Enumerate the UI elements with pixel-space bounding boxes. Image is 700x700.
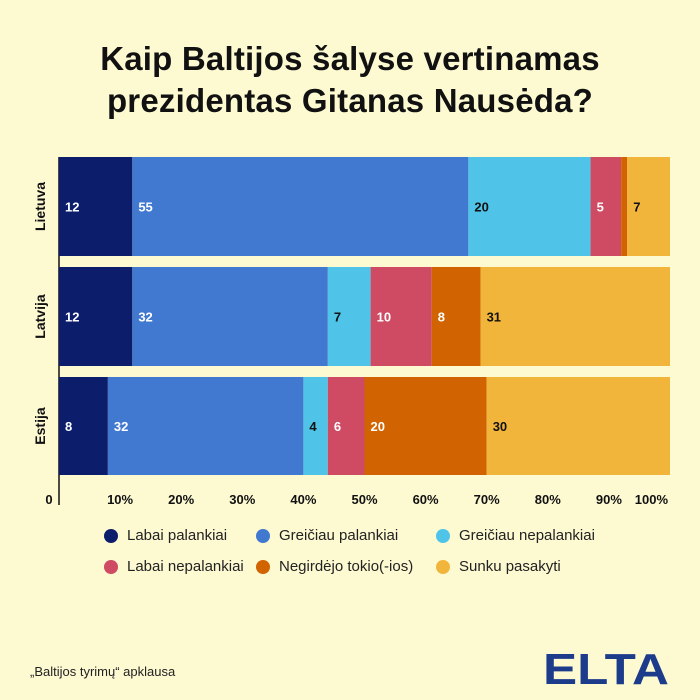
legend-item: Labai nepalankiai (104, 558, 256, 575)
chart-title-line-2: prezidentas Gitanas Nausėda? (106, 82, 594, 119)
bar-segment (303, 377, 328, 475)
bar-segment (59, 377, 108, 475)
legend-swatch (104, 559, 118, 574)
source-note: „Baltijos tyrimų“ apklausa (30, 664, 176, 679)
data-label: 55 (138, 200, 152, 215)
x-tick-label: 30% (229, 492, 255, 507)
x-tick-label: 90% (596, 492, 622, 507)
legend-item: Greičiau nepalankiai (436, 527, 624, 544)
legend-swatch (436, 528, 450, 543)
data-label: 4 (309, 419, 317, 434)
bar-segment (590, 157, 622, 256)
legend-swatch (436, 559, 450, 574)
data-label: 7 (334, 310, 341, 325)
category-label: Lietuva (32, 182, 48, 231)
x-tick-label: 100% (635, 492, 669, 507)
x-tick-label: 50% (351, 492, 377, 507)
data-label: 10 (377, 310, 391, 325)
category-label: Latvija (32, 294, 48, 339)
legend-item: Greičiau palankiai (256, 527, 436, 544)
bar-segment (327, 267, 371, 366)
bar-segment (132, 157, 469, 256)
bar-segment (132, 267, 328, 366)
elta-logo-text: ELTA (543, 648, 669, 688)
bar-segment (486, 377, 670, 475)
x-tick-label: 80% (535, 492, 561, 507)
legend-swatch (256, 528, 270, 543)
chart-title-line-1: Kaip Baltijos šalyse vertinamas (100, 40, 600, 77)
chart-title: Kaip Baltijos šalyse vertinamas preziden… (0, 38, 700, 122)
bar-segment (59, 267, 133, 366)
legend-swatch (104, 528, 118, 543)
stacked-bar-chart: 125520517Lietuva1232710831Latvija8324620… (32, 157, 670, 507)
elta-logo: ELTA (543, 648, 669, 688)
bar-segment (468, 157, 591, 256)
bar-segment (59, 157, 133, 256)
data-label: 32 (114, 419, 128, 434)
legend-label: Greičiau palankiai (279, 527, 399, 544)
data-label: 12 (65, 200, 79, 215)
bar-segment (327, 377, 365, 475)
data-label: 7 (633, 200, 640, 215)
data-label: 20 (474, 200, 488, 215)
legend-label: Negirdėjo tokio(-ios) (279, 558, 414, 575)
bar-segment (370, 267, 432, 366)
category-label: Estija (32, 407, 48, 445)
x-tick-label: 60% (413, 492, 439, 507)
x-tick-label: 0 (45, 492, 52, 507)
legend: Labai palankiai Greičiau palankiai Greič… (104, 527, 624, 575)
data-label: 12 (65, 310, 79, 325)
legend-label: Sunku pasakyti (459, 558, 561, 575)
data-label: 5 (597, 200, 604, 215)
legend-swatch (256, 559, 270, 574)
bar-segment (431, 267, 481, 366)
data-label: 30 (493, 419, 507, 434)
x-tick-label: 40% (290, 492, 316, 507)
legend-label: Labai palankiai (127, 527, 228, 544)
data-label: 32 (138, 310, 152, 325)
legend-label: Greičiau nepalankiai (459, 527, 595, 544)
data-label: 31 (487, 310, 501, 325)
legend-item: Negirdėjo tokio(-ios) (256, 558, 436, 575)
data-label: 8 (65, 419, 72, 434)
data-label: 8 (438, 310, 445, 325)
data-label: 20 (371, 419, 385, 434)
x-tick-label: 20% (168, 492, 194, 507)
bar-segment (627, 157, 670, 256)
x-tick-label: 70% (474, 492, 500, 507)
legend-item: Labai palankiai (104, 527, 256, 544)
legend-label: Labai nepalankiai (127, 558, 244, 575)
data-label: 6 (334, 419, 341, 434)
bar-segment (480, 267, 670, 366)
bar-segment (364, 377, 487, 475)
bar-segment (107, 377, 304, 475)
x-tick-label: 10% (107, 492, 133, 507)
legend-item: Sunku pasakyti (436, 558, 624, 575)
bar-segment (621, 157, 628, 256)
